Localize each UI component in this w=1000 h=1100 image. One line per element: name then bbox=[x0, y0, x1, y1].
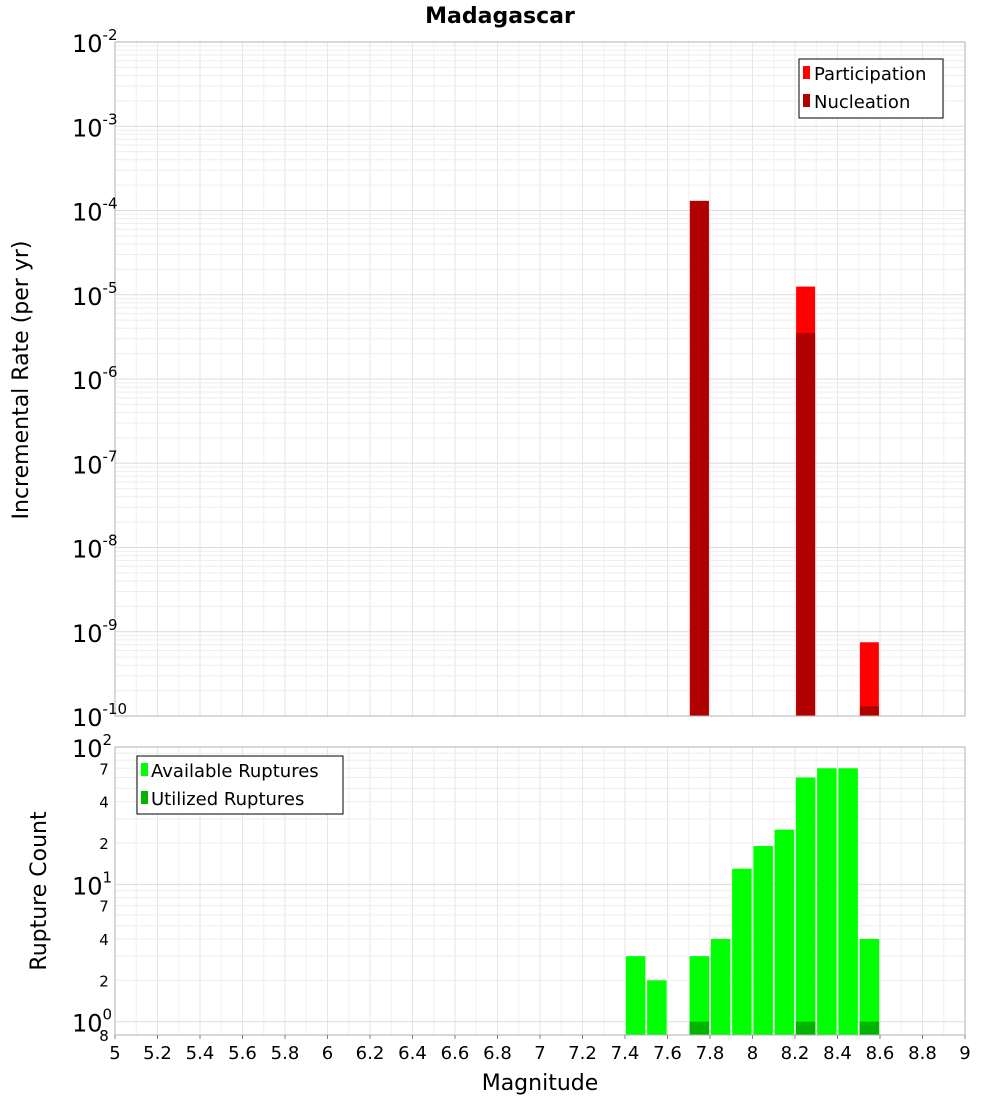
rate-y-tick-label: 10-5 bbox=[72, 279, 118, 311]
rate-y-tick-label: 10-8 bbox=[72, 532, 118, 564]
available-ruptures-bar bbox=[838, 768, 858, 1035]
nucleation-legend-label: Nucleation bbox=[814, 92, 910, 113]
chart-title: Madagascar bbox=[425, 4, 575, 29]
count-y-minor-tick-label: 2 bbox=[99, 972, 109, 990]
count-y-minor-tick-label: 4 bbox=[99, 931, 109, 949]
x-tick-label: 7 bbox=[534, 1043, 545, 1064]
available-ruptures-bar bbox=[859, 939, 880, 1035]
rate-grid bbox=[114, 42, 966, 717]
available-ruptures-bar bbox=[710, 939, 731, 1035]
x-axis-label: Magnitude bbox=[482, 1071, 599, 1096]
x-tick-label: 6 bbox=[322, 1043, 333, 1064]
utilized-ruptures-bar bbox=[689, 1021, 710, 1035]
available-ruptures-bar bbox=[774, 829, 795, 1035]
rate-y-tick-label: 10-2 bbox=[72, 26, 118, 58]
participation-legend-label: Participation bbox=[814, 64, 926, 85]
x-tick-label: 7.4 bbox=[611, 1043, 640, 1064]
x-tick-label: 5 bbox=[109, 1043, 120, 1064]
count-bars bbox=[625, 768, 880, 1035]
count-y-axis-label: Rupture Count bbox=[27, 811, 52, 971]
nucleation-swatch bbox=[803, 94, 810, 107]
available-ruptures-bar bbox=[689, 956, 710, 1035]
utilized-ruptures-bar bbox=[795, 1021, 816, 1035]
available-ruptures-bar bbox=[753, 846, 773, 1035]
count-y-tick-label: 102 bbox=[72, 731, 112, 763]
count-y-minor-tick-label: 7 bbox=[99, 898, 109, 916]
magnitude-x-ticks: 5 5.2 5.4 5.6 5.8 6 6.2 6.4 6.6 6.8 7 7.2 7.4 7.6 7.8 8… bbox=[109, 1035, 971, 1064]
rate-y-tick-label: 10-3 bbox=[72, 110, 118, 142]
x-tick-label: 6.6 bbox=[441, 1043, 470, 1064]
nucleation-bar bbox=[689, 200, 709, 716]
count-y-minor-tick-label: 2 bbox=[99, 835, 109, 853]
nucleation-bar bbox=[859, 706, 879, 716]
x-tick-label: 7.6 bbox=[653, 1043, 682, 1064]
rate-legend: Participation Nucleation bbox=[798, 58, 944, 119]
count-y-tick-label: 101 bbox=[72, 868, 112, 900]
x-tick-label: 8 bbox=[747, 1043, 758, 1064]
rate-y-tick-label: 10-9 bbox=[72, 616, 118, 648]
available-ruptures-bar bbox=[817, 768, 837, 1035]
rate-bars bbox=[689, 200, 879, 716]
rate-y-tick-label: 10-4 bbox=[72, 195, 118, 227]
x-tick-label: 7.2 bbox=[568, 1043, 597, 1064]
nucleation-bar bbox=[796, 333, 816, 716]
x-tick-label: 8.2 bbox=[781, 1043, 810, 1064]
count-panel: 102 101 100 7 4 2 7 4 2 8 5 5.2 5.4 5.6 5.8 6 6.2 6.4 6.6… bbox=[27, 731, 971, 1096]
rate-y-tick-label: 10-7 bbox=[72, 447, 118, 479]
count-legend: Available Ruptures Utilized Ruptures bbox=[136, 755, 344, 815]
x-tick-label: 5.6 bbox=[228, 1043, 257, 1064]
rate-y-tick-label: 10-10 bbox=[72, 700, 127, 732]
count-y-minor-tick-label: 8 bbox=[99, 1027, 109, 1045]
x-tick-label: 8.4 bbox=[823, 1043, 852, 1064]
x-tick-label: 7.8 bbox=[696, 1043, 725, 1064]
utilized-legend-label: Utilized Ruptures bbox=[151, 789, 304, 810]
participation-swatch bbox=[803, 66, 810, 79]
rate-y-axis-label: Incremental Rate (per yr) bbox=[9, 241, 34, 520]
count-legend-box bbox=[136, 755, 344, 815]
x-tick-label: 6.8 bbox=[483, 1043, 512, 1064]
x-tick-label: 6.2 bbox=[356, 1043, 385, 1064]
count-y-minor-tick-label: 7 bbox=[99, 760, 109, 778]
x-tick-label: 5.2 bbox=[143, 1043, 172, 1064]
x-tick-label: 6.4 bbox=[398, 1043, 427, 1064]
rate-legend-box bbox=[798, 58, 944, 119]
utilized-swatch bbox=[141, 791, 148, 804]
rate-y-ticks: 10-2 10-3 10-4 10-5 10-6 10-7 10-8 10-9 10-10 bbox=[72, 26, 127, 732]
x-tick-label: 5.8 bbox=[271, 1043, 300, 1064]
utilized-ruptures-bar bbox=[859, 1021, 880, 1035]
count-y-ticks: 102 101 100 7 4 2 7 4 2 8 bbox=[72, 731, 112, 1045]
count-y-minor-tick-label: 4 bbox=[99, 794, 109, 812]
participation-bar bbox=[859, 642, 879, 716]
available-ruptures-bar bbox=[732, 868, 752, 1035]
count-y-tick-label: 100 bbox=[72, 1006, 112, 1038]
available-ruptures-bar bbox=[795, 777, 816, 1035]
rate-plot-frame bbox=[114, 41, 966, 717]
available-swatch bbox=[141, 763, 148, 776]
rate-y-tick-label: 10-6 bbox=[72, 363, 118, 395]
available-ruptures-bar bbox=[625, 956, 646, 1035]
x-tick-label: 5.4 bbox=[186, 1043, 215, 1064]
x-tick-label: 8.8 bbox=[908, 1043, 937, 1064]
available-legend-label: Available Ruptures bbox=[151, 761, 319, 782]
available-ruptures-bar bbox=[647, 980, 667, 1035]
x-tick-label: 8.6 bbox=[866, 1043, 895, 1064]
x-tick-label: 9 bbox=[959, 1043, 970, 1064]
rate-panel: Madagascar 10-210-310-410-510-610-710-81… bbox=[9, 4, 966, 732]
